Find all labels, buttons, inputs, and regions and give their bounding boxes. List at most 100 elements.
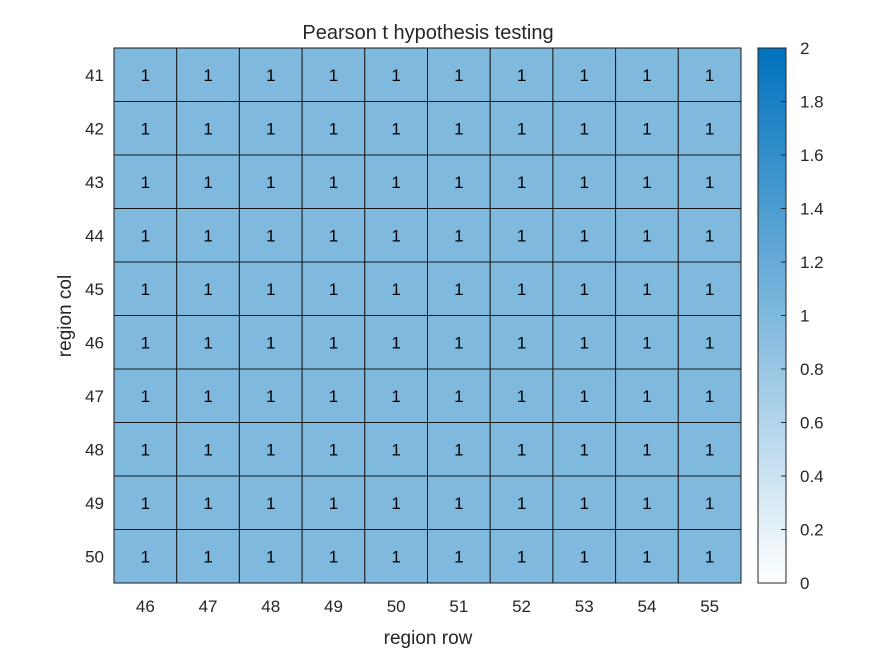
heatmap-cell [427, 422, 491, 477]
cell-value-label: 1 [580, 226, 589, 245]
heatmap-cell [301, 368, 366, 423]
y-tick-label: 48 [85, 440, 104, 459]
cell-value-label: 1 [580, 333, 589, 352]
cell-value-label: 1 [580, 119, 589, 138]
cell-value-label: 1 [391, 280, 400, 299]
heatmap-cell [176, 101, 240, 156]
heatmap-cell [301, 422, 366, 477]
cell-value-label: 1 [642, 119, 651, 138]
cell-value-label: 1 [141, 280, 150, 299]
cell-value-label: 1 [329, 226, 338, 245]
cell-value-label: 1 [454, 440, 463, 459]
cell-value-label: 1 [642, 173, 651, 192]
cell-value-label: 1 [266, 494, 275, 513]
heatmap-cell [176, 475, 240, 530]
cell-value-label: 1 [517, 119, 526, 138]
heatmap-cell [301, 315, 366, 370]
heatmap-cell [615, 422, 679, 477]
chart-title: Pearson t hypothesis testing [302, 22, 553, 44]
heatmap-cell [552, 101, 617, 156]
heatmap-cell [238, 315, 303, 370]
cell-value-label: 1 [329, 333, 338, 352]
heatmap-cell [427, 101, 491, 156]
cell-value-label: 1 [580, 494, 589, 513]
cell-value-label: 1 [391, 173, 400, 192]
cell-value-label: 1 [642, 280, 651, 299]
cell-value-label: 1 [517, 547, 526, 566]
cell-value-label: 1 [329, 387, 338, 406]
cell-value-label: 1 [642, 333, 651, 352]
cell-value-label: 1 [266, 226, 275, 245]
cell-value-label: 1 [580, 547, 589, 566]
x-tick-label: 46 [136, 597, 155, 616]
y-tick-label: 41 [85, 66, 104, 85]
colorbar-tick-label: 0.2 [800, 521, 824, 540]
heatmap-cell [677, 261, 742, 316]
cell-value-label: 1 [141, 173, 150, 192]
colorbar-tick-label: 0.6 [800, 414, 824, 433]
cell-value-label: 1 [391, 387, 400, 406]
heatmap-cell [364, 475, 428, 530]
colorbar-tick-label: 1.2 [800, 253, 824, 272]
cell-value-label: 1 [580, 280, 589, 299]
cell-value-label: 1 [203, 387, 212, 406]
heatmap-cell [489, 101, 554, 156]
cell-value-label: 1 [454, 226, 463, 245]
cell-value-label: 1 [454, 333, 463, 352]
heatmap-cell [552, 261, 617, 316]
cell-value-label: 1 [266, 280, 275, 299]
cell-value-label: 1 [705, 440, 714, 459]
cell-value-label: 1 [141, 387, 150, 406]
x-axis-ticks: 46 47 48 49 50 51 52 53 54 55 [136, 597, 719, 616]
cell-value-label: 1 [266, 333, 275, 352]
y-tick-label: 42 [85, 119, 104, 138]
heatmap-cell [489, 261, 554, 316]
cell-value-label: 1 [329, 280, 338, 299]
cell-value-label: 1 [580, 440, 589, 459]
cell-value-label: 1 [517, 387, 526, 406]
heatmap-cell [489, 368, 554, 423]
heatmap-cell [113, 47, 178, 102]
colorbar-tick-label: 1 [800, 307, 809, 326]
heatmap-cell [176, 47, 240, 102]
cell-value-label: 1 [329, 119, 338, 138]
x-tick-label: 52 [512, 597, 531, 616]
heatmap-cell [677, 422, 742, 477]
heatmap-cell [489, 529, 554, 584]
cell-value-label: 1 [580, 173, 589, 192]
heatmap-cell [677, 101, 742, 156]
cell-value-label: 1 [517, 494, 526, 513]
cell-value-label: 1 [203, 66, 212, 85]
heatmap-cell [552, 154, 617, 209]
heatmap-cell [364, 315, 428, 370]
colorbar-tick-label: 0.4 [800, 467, 824, 486]
heatmap-cell [615, 529, 679, 584]
cell-value-label: 1 [705, 547, 714, 566]
cell-value-label: 1 [141, 226, 150, 245]
heatmap-cell [615, 154, 679, 209]
y-tick-label: 43 [85, 173, 104, 192]
cell-value-label: 1 [203, 547, 212, 566]
heatmap-cell [238, 261, 303, 316]
cell-value-label: 1 [266, 119, 275, 138]
cell-value-label: 1 [391, 333, 400, 352]
cell-value-label: 1 [705, 226, 714, 245]
cell-value-label: 1 [517, 333, 526, 352]
y-tick-label: 49 [85, 494, 104, 513]
cell-value-label: 1 [517, 440, 526, 459]
heatmap-cell [489, 422, 554, 477]
heatmap-cell [615, 368, 679, 423]
y-tick-label: 44 [85, 226, 104, 245]
heatmap-cell [677, 529, 742, 584]
cell-value-label: 1 [203, 440, 212, 459]
heatmap-cell [113, 208, 178, 263]
cell-value-label: 1 [454, 547, 463, 566]
cell-value-label: 1 [391, 119, 400, 138]
heatmap-cell [489, 154, 554, 209]
cell-value-label: 1 [329, 66, 338, 85]
heatmap-cell [113, 315, 178, 370]
cell-value-label: 1 [705, 66, 714, 85]
heatmap-cell [113, 368, 178, 423]
x-axis-label: region row [384, 628, 473, 649]
